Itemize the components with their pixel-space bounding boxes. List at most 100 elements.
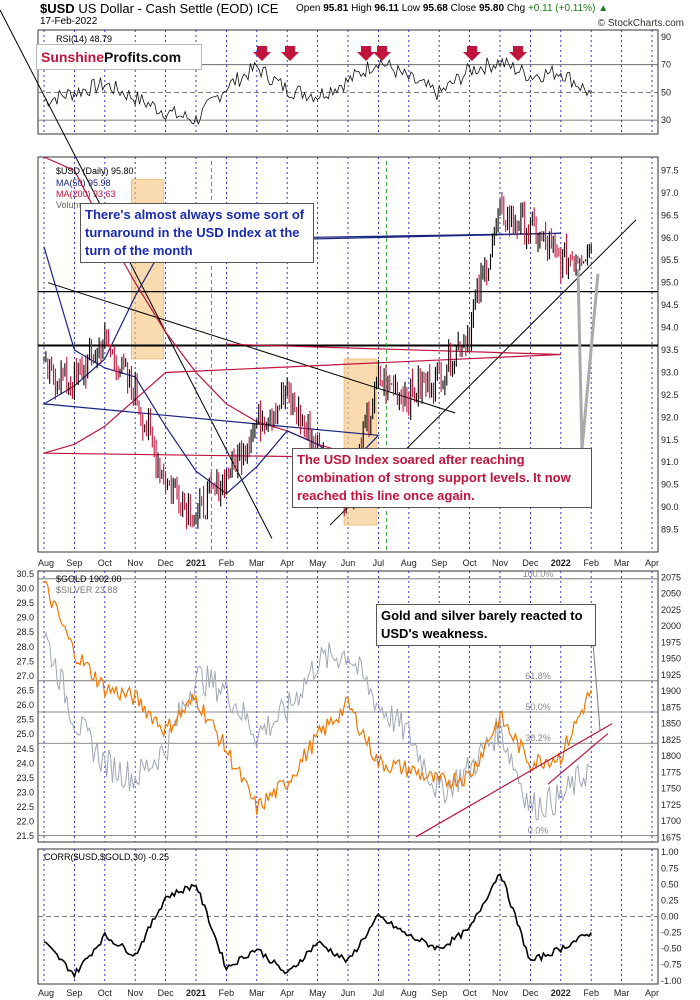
usd-tick-label: 89.5 bbox=[661, 525, 679, 535]
chart-marks: 30 50 70 90 RSI(14) 48.79 89.5 90.0 90.5 91.0 91.… bbox=[0, 9, 682, 986]
x-tick-label: Feb bbox=[583, 558, 599, 568]
fib-label: 100.0% bbox=[523, 569, 554, 579]
x-tick-label: Dec bbox=[522, 558, 539, 568]
open-label: Open bbox=[296, 3, 321, 14]
x-axis-upper: Aug Sep Oct Nov Dec 2021 Feb Mar Apr May Jun Jul Aug… bbox=[38, 558, 659, 568]
chg-value: +0.11 (+0.11%) bbox=[527, 3, 596, 14]
usd-tick-label: 94.5 bbox=[661, 300, 679, 310]
gold-tick-label: 2075 bbox=[661, 572, 681, 582]
silver-tick-label: 29.5 bbox=[16, 598, 34, 608]
gold-tick-label: 1925 bbox=[661, 670, 681, 680]
usd-tick-label: 96.5 bbox=[661, 210, 679, 220]
x-tick-label: Nov bbox=[492, 988, 509, 998]
fib-label: 61.8% bbox=[525, 671, 551, 681]
fib-label: 50.0% bbox=[525, 702, 551, 712]
x-tick-label: Aug bbox=[38, 988, 54, 998]
volume-legend: Volume bbox=[56, 200, 86, 210]
gold-tick-label: 1875 bbox=[661, 702, 681, 712]
rsi-tick-label: 50 bbox=[661, 87, 671, 97]
silver-tick-label: 30.5 bbox=[16, 569, 34, 579]
down-arrow-icon bbox=[463, 46, 481, 61]
silver-tick-label: 30.0 bbox=[16, 583, 34, 593]
silver-tick-label: 24.0 bbox=[16, 758, 34, 768]
corr-tick-label: 1.00 bbox=[661, 847, 679, 857]
x-tick-label: Oct bbox=[463, 558, 478, 568]
x-tick-label: Oct bbox=[98, 558, 113, 568]
x-tick-label: Oct bbox=[463, 988, 478, 998]
usd-tick-label: 92.5 bbox=[661, 390, 679, 400]
corr-line bbox=[43, 873, 592, 979]
usd-tick-label: 91.5 bbox=[661, 435, 679, 445]
silver-tick-label: 27.5 bbox=[16, 656, 34, 666]
trend-line bbox=[415, 723, 613, 838]
usd-tick-label: 97.0 bbox=[661, 188, 679, 198]
low-label: Low bbox=[401, 3, 421, 14]
silver-tick-label: 25.0 bbox=[16, 729, 34, 739]
silver-tick-label: 27.0 bbox=[16, 671, 34, 681]
x-tick-label: Sep bbox=[66, 988, 82, 998]
silver-tick-label: 22.5 bbox=[16, 802, 34, 812]
x-tick-label: Jun bbox=[341, 558, 356, 568]
chg-label: Chg bbox=[506, 3, 526, 14]
corr-tick-label: -0.25 bbox=[661, 928, 682, 938]
corr-tick-label: 0.25 bbox=[661, 895, 679, 905]
corr-tick-label: 0.00 bbox=[661, 912, 679, 922]
x-tick-label: Nov bbox=[127, 558, 144, 568]
x-tick-label: Nov bbox=[127, 988, 144, 998]
x-tick-label: 2021 bbox=[186, 558, 206, 568]
up-arrow-icon: ▲ bbox=[598, 3, 609, 14]
x-tick-label: Apr bbox=[280, 988, 294, 998]
x-tick-label: Mar bbox=[614, 988, 630, 998]
x-tick-label: Mar bbox=[249, 988, 265, 998]
silver-tick-label: 22.0 bbox=[16, 817, 34, 827]
usd-tick-label: 96.0 bbox=[661, 233, 679, 243]
logo-part1: Sunshine bbox=[41, 49, 105, 65]
x-tick-label: Sep bbox=[431, 988, 447, 998]
chart-header: $USD US Dollar - Cash Settle (EOD) ICE 1… bbox=[0, 0, 700, 30]
usd-legend: $USD (Daily) 95.80 bbox=[56, 166, 134, 176]
down-arrow-icon bbox=[373, 46, 391, 61]
x-tick-label: Jul bbox=[373, 988, 385, 998]
x-tick-label: Sep bbox=[431, 558, 447, 568]
gold-tick-label: 2050 bbox=[661, 589, 681, 599]
trend-line bbox=[0, 9, 273, 539]
rsi-tick-label: 70 bbox=[661, 60, 671, 70]
x-tick-label: Dec bbox=[158, 988, 175, 998]
silver-tick-label: 29.0 bbox=[16, 613, 34, 623]
x-tick-label: Aug bbox=[401, 558, 417, 568]
corr-tick-label: 0.75 bbox=[661, 863, 679, 873]
trend-line bbox=[47, 282, 456, 414]
down-arrow-icon bbox=[357, 46, 375, 61]
x-tick-label: Apr bbox=[280, 558, 294, 568]
x-tick-label: Nov bbox=[492, 558, 509, 568]
corr-tick-label: -0.50 bbox=[661, 944, 682, 954]
rsi-line bbox=[43, 56, 592, 126]
gold-tick-label: 1725 bbox=[661, 800, 681, 810]
usd-tick-label: 90.5 bbox=[661, 480, 679, 490]
silver-tick-label: 23.5 bbox=[16, 773, 34, 783]
gold-tick-label: 1950 bbox=[661, 654, 681, 664]
gold-tick-label: 1825 bbox=[661, 735, 681, 745]
silver-tick-label: 24.5 bbox=[16, 744, 34, 754]
silver-tick-label: 23.0 bbox=[16, 787, 34, 797]
usd-tick-label: 91.0 bbox=[661, 457, 679, 467]
high-label: High bbox=[351, 3, 372, 14]
credit: © StockCharts.com bbox=[597, 18, 684, 29]
rsi-legend: RSI(14) 48.79 bbox=[56, 34, 112, 44]
usd-tick-label: 93.5 bbox=[661, 345, 679, 355]
corr-tick-label: 0.50 bbox=[661, 879, 679, 889]
usd-tick-label: 95.0 bbox=[661, 278, 679, 288]
brand-logo: SunshineProfits.com bbox=[36, 44, 202, 70]
x-tick-label: Dec bbox=[522, 988, 539, 998]
symbol: $USD bbox=[40, 1, 75, 16]
x-axis-lower: Aug Sep Oct Nov Dec 2021 Feb Mar Apr May Jun Jul Aug… bbox=[38, 988, 659, 998]
silver-tick-label: 28.0 bbox=[16, 642, 34, 652]
gold-tick-label: 1800 bbox=[661, 751, 681, 761]
x-tick-label: Dec bbox=[158, 558, 175, 568]
x-tick-label: 2021 bbox=[186, 988, 206, 998]
x-tick-label: Jun bbox=[341, 988, 356, 998]
close-label: Close bbox=[450, 3, 477, 14]
usd-tick-label: 95.5 bbox=[661, 255, 679, 265]
x-tick-label: Mar bbox=[249, 558, 265, 568]
rsi-tick-label: 90 bbox=[661, 32, 671, 42]
